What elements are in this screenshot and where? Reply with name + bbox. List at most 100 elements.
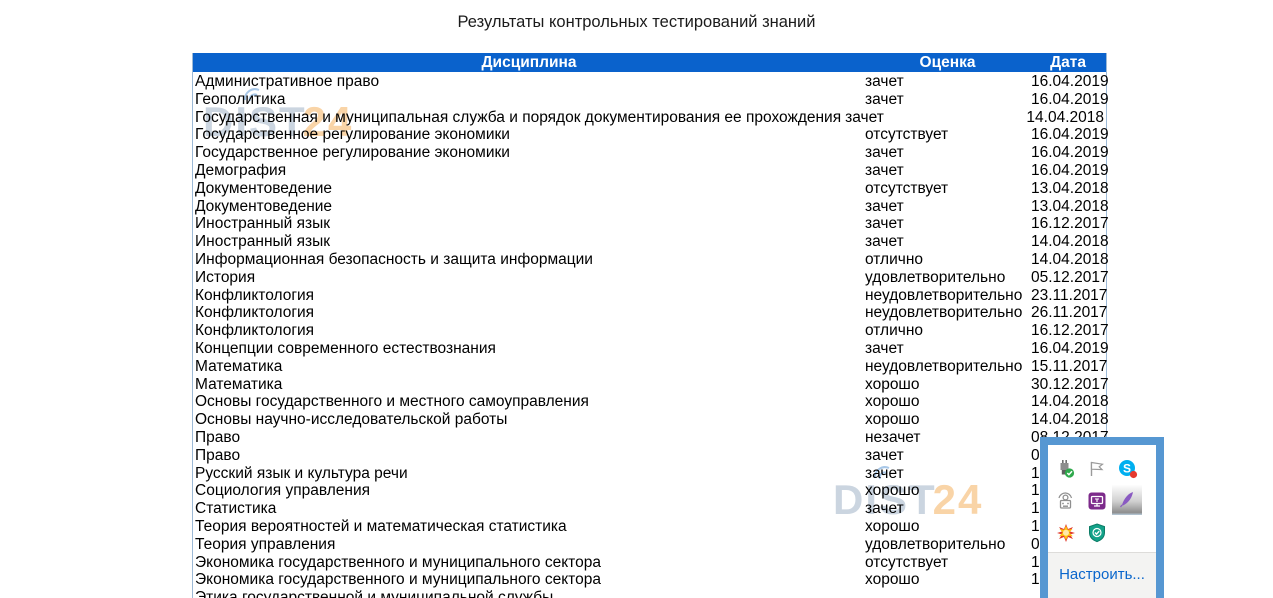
tray-cell-selected[interactable] xyxy=(1112,485,1142,515)
grade-cell: зачет xyxy=(865,161,904,179)
tray-cell[interactable]: S xyxy=(1112,453,1143,485)
table-row: Основы научно-исследовательской работы хо… xyxy=(193,411,1109,429)
watermark-signal-arcs xyxy=(243,88,260,102)
table-row: Русский язык и культура речи зачет 1 xyxy=(193,465,1106,483)
column-header-grade: Оценка xyxy=(919,53,976,71)
grade-cell: хорошо xyxy=(865,482,920,500)
date-cell: 14.04.2018 xyxy=(1026,108,1104,126)
table-row: Экономика государственного и муниципальн… xyxy=(193,571,1106,589)
discipline-cell: Документоведение xyxy=(195,179,333,197)
date-cell: 26.11.2017 xyxy=(1031,304,1108,322)
watermark-signal-arcs xyxy=(873,466,890,480)
table-row: Этика государственной и муниципальной сл… xyxy=(193,589,1106,598)
date-cell: 14.04.2018 xyxy=(1031,250,1109,268)
grade-cell: неудовлетворительно xyxy=(865,286,1023,304)
table-row: Основы государственного и местного самоу… xyxy=(193,393,1109,411)
dist24-watermark: DIST24 xyxy=(203,88,354,146)
date-cell: 14.04.2018 xyxy=(1031,393,1109,411)
table-row: Право зачет 0 xyxy=(193,447,1106,465)
table-row: Правонезачет08.12.2017 xyxy=(193,428,1109,447)
grade-cell: хорошо xyxy=(865,393,920,411)
discipline-cell: Государственная и муниципальная служба и… xyxy=(195,108,842,126)
date-cell: 13.04.2018 xyxy=(1031,197,1109,215)
watermark-accent-text: 24 xyxy=(932,476,984,523)
date-cell: 16.12.2017 xyxy=(1031,215,1109,233)
grade-cell: зачет xyxy=(865,339,904,357)
grade-cell: зачет xyxy=(865,90,904,108)
grade-cell: зачет xyxy=(865,215,904,233)
table-row: Административное право зачет 16.04.2019 xyxy=(193,73,1109,91)
date-cell: 0 xyxy=(1031,446,1040,464)
discipline-cell: Экономика государственного и муниципальн… xyxy=(195,553,601,571)
watermark-accent-text: 24 xyxy=(302,98,354,145)
grade-cell: хорошо xyxy=(865,411,920,429)
grade-cell: зачет xyxy=(865,464,904,482)
discipline-cell: Основы научно-исследовательской работы xyxy=(195,411,508,429)
tray-cell[interactable] xyxy=(1050,453,1081,485)
discipline-cell: Экономика государственного и муниципальн… xyxy=(195,571,601,589)
table-row: Конфликтология неудовлетворительно 26.11.2… xyxy=(193,304,1108,322)
grade-cell: незачет xyxy=(865,428,921,446)
tray-cell[interactable] xyxy=(1081,453,1112,485)
date-cell: 16.04.2019 xyxy=(1031,339,1109,357)
results-table: Дисциплина Оценка Дата Административное … xyxy=(192,53,1109,598)
discipline-cell: Конфликтология xyxy=(195,322,315,340)
discipline-cell: История xyxy=(195,268,256,286)
date-cell: 0 xyxy=(1031,535,1040,553)
table-row: Теория управления удовлетворительно 0 xyxy=(193,536,1106,554)
table-row: Документоведение отсутствует 13.04.2018 xyxy=(193,179,1109,198)
column-header-discipline: Дисциплина xyxy=(481,53,577,71)
grade-cell: неудовлетворительно xyxy=(865,357,1023,375)
grade-cell: удовлетворительно xyxy=(865,268,1006,286)
column-header-date: Дата xyxy=(1050,53,1086,71)
date-cell: 16.12.2017 xyxy=(1031,322,1109,340)
grade-cell: зачет xyxy=(865,197,904,215)
table-row: Теория вероятностей и математическая ста… xyxy=(193,518,1106,536)
table-row: Государственное регулирование экономики о… xyxy=(193,126,1109,144)
grade-cell: отсутствует xyxy=(865,126,949,144)
table-row: Математика хорошо 30.12.2017 xyxy=(193,376,1109,394)
date-cell: 1 xyxy=(1031,464,1040,482)
discipline-cell: Математика xyxy=(195,357,283,375)
table-header-row: Дисциплина Оценка Дата xyxy=(193,53,1106,72)
grade-cell: зачет xyxy=(865,233,904,251)
customize-link[interactable]: Настроить... xyxy=(1059,566,1145,583)
table-body: Административное право зачет 16.04.2019 Гео… xyxy=(193,72,1109,598)
date-cell: 16.04.2019 xyxy=(1031,144,1109,162)
discipline-cell: Документоведение xyxy=(195,197,333,215)
tray-cell[interactable] xyxy=(1050,517,1081,549)
discipline-cell: Геополитика xyxy=(195,90,286,108)
date-cell: 1 xyxy=(1031,571,1040,589)
table-row: Конфликтология неудовлетворительно 23.11.2… xyxy=(193,286,1107,305)
discipline-cell: Теория управления xyxy=(195,535,336,553)
grade-cell: хорошо xyxy=(865,517,920,535)
radio-device-icon xyxy=(1057,492,1072,509)
tray-cell[interactable] xyxy=(1050,485,1081,517)
grade-cell: удовлетворительно xyxy=(865,535,1006,553)
grade-cell: хорошо xyxy=(865,571,920,589)
discipline-cell: Социология управления xyxy=(195,482,371,500)
date-cell: 16.04.2019 xyxy=(1031,90,1109,108)
grade-cell: зачет xyxy=(865,500,904,518)
discipline-cell: Административное право xyxy=(195,73,380,90)
date-cell: 30.12.2017 xyxy=(1031,375,1109,393)
table-row: Геополитика зачет 16.04.2019 xyxy=(193,90,1109,109)
discipline-cell: Этика государственной и муниципальной сл… xyxy=(195,589,554,598)
date-cell: 16.04.2019 xyxy=(1031,73,1109,90)
discipline-cell: Конфликтология xyxy=(195,304,315,322)
flower-icon xyxy=(1056,524,1075,542)
discipline-cell: Иностранный язык xyxy=(195,233,331,251)
watermark-text: DIST xyxy=(203,98,307,145)
watermark-text: DIST xyxy=(833,476,937,523)
table-row: Социология управления хорошо 1 xyxy=(193,482,1106,500)
date-cell: 16.04.2019 xyxy=(1031,126,1109,144)
tray-cell[interactable] xyxy=(1081,517,1112,549)
tray-cell[interactable] xyxy=(1081,485,1112,517)
discipline-cell: Иностранный язык xyxy=(195,215,331,233)
discipline-cell: Государственное регулирование экономики xyxy=(195,144,510,162)
discipline-cell: Информационная безопасность и защита инф… xyxy=(195,250,593,268)
table-row: Информационная безопасность и защита инф… xyxy=(193,250,1109,269)
date-cell: 13.04.2018 xyxy=(1031,179,1109,197)
discipline-cell: Государственное регулирование экономики xyxy=(195,126,510,144)
grade-cell: зачет xyxy=(865,73,904,90)
